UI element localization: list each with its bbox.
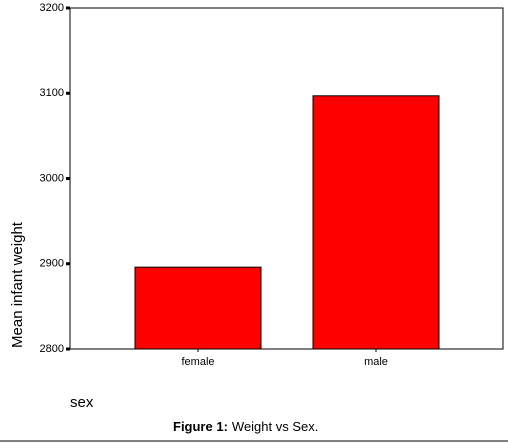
x-tick-label: female: [181, 356, 214, 368]
y-tick-label: 2800: [40, 343, 64, 355]
caption-label: Figure 1:: [173, 419, 228, 434]
x-tick-label: male: [364, 356, 388, 368]
y-tick-label: 3100: [40, 87, 64, 99]
y-tick-label: 3200: [40, 2, 64, 14]
bar: [134, 266, 262, 350]
y-axis-label: Mean infant weight: [9, 221, 26, 348]
caption-text: Weight vs Sex.: [232, 419, 318, 434]
x-axis-label: sex: [70, 394, 94, 411]
caption: Figure 1: Weight vs Sex.: [173, 419, 318, 434]
y-tick-label: 2900: [40, 258, 64, 270]
y-tick-label: 3000: [40, 172, 64, 184]
bar: [312, 95, 440, 350]
